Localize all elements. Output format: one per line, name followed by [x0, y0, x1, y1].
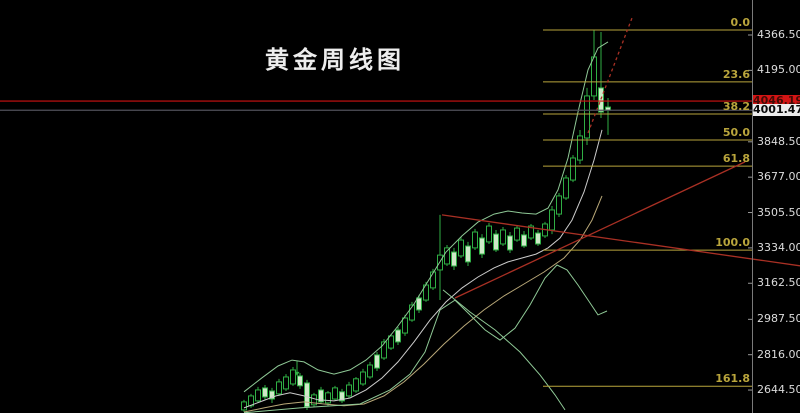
lower-band-line	[243, 264, 608, 413]
candle-body	[528, 225, 534, 239]
last-price-badge: 4001.47	[753, 103, 800, 117]
ascending-trendline	[454, 161, 746, 299]
candle-body	[598, 87, 604, 113]
candle-body	[535, 232, 541, 245]
candle-body	[486, 225, 492, 243]
candle-body	[395, 329, 401, 343]
axis-tick-label: 4366.50	[757, 28, 800, 41]
candle-body	[262, 387, 268, 398]
candle-body	[297, 375, 303, 387]
candle-body	[409, 304, 415, 321]
candle-body	[577, 135, 583, 161]
axis-tick-label: 2816.00	[757, 347, 800, 361]
alert-price-badge: 4046.19	[753, 94, 800, 108]
axis-tick-label: 3848.50	[757, 134, 800, 148]
candle-body	[241, 401, 247, 411]
candle-body	[556, 195, 562, 215]
mid-band-line	[243, 129, 603, 409]
fib-label-61.8: 61.8	[722, 152, 750, 166]
fib-label-161.8: 161.8	[715, 372, 750, 386]
candle-body	[472, 231, 478, 249]
candle-body	[570, 157, 576, 181]
candle-body	[591, 56, 597, 97]
axis-tick-label: 2644.50	[757, 383, 800, 397]
candle-body	[521, 234, 527, 247]
upper-band-line	[243, 41, 609, 393]
candle-body	[332, 387, 338, 400]
fib-label-100.0: 100.0	[715, 236, 750, 250]
projection-dotted	[587, 17, 633, 134]
candle-body	[255, 389, 261, 402]
candle-body	[500, 229, 506, 245]
candle-body	[339, 391, 345, 402]
descending-trendline	[441, 214, 800, 267]
candle-body	[584, 95, 590, 139]
candle-body	[374, 354, 380, 369]
candle-body	[444, 247, 450, 265]
candle-body	[458, 239, 464, 257]
candle-body	[563, 177, 569, 199]
candle-body	[430, 271, 436, 289]
down-arrow-marker	[294, 371, 300, 376]
lower-band-outer-line	[442, 289, 566, 411]
candle-body	[451, 251, 457, 267]
candle-body	[507, 235, 513, 251]
candle-body	[276, 381, 282, 395]
fib-label-38.2: 38.2	[722, 99, 750, 113]
axis-tick-label: 4195.00	[757, 63, 800, 77]
candle-body	[353, 378, 359, 392]
ma-tan-line	[243, 195, 603, 413]
fib-label-50.0: 50.0	[722, 126, 750, 140]
candle-body	[304, 382, 310, 408]
candle-body	[346, 384, 352, 397]
candle-body	[549, 209, 555, 231]
candle-body	[367, 364, 373, 378]
candle-body	[325, 392, 331, 404]
axis-tick-label: 3162.50	[757, 276, 800, 290]
candle-body	[360, 371, 366, 385]
candle-body	[283, 376, 289, 390]
candle-body	[493, 233, 499, 251]
candle-body	[318, 389, 324, 403]
fib-label-23.6: 23.6	[722, 67, 750, 81]
candle-body	[248, 395, 254, 407]
candle-body	[381, 341, 387, 359]
axis-tick-label: 2987.50	[757, 312, 800, 326]
axis-tick-label: 3334.00	[757, 240, 800, 254]
ma-red-line	[244, 112, 600, 404]
candle-body	[269, 390, 275, 400]
candle-body	[465, 245, 471, 263]
candle-body	[388, 335, 394, 349]
axis-tick-label: 3677.00	[757, 170, 800, 184]
candle-body	[479, 237, 485, 255]
fib-label-0.0: 0.0	[730, 15, 751, 29]
candle-body	[416, 297, 422, 311]
candle-body	[514, 227, 520, 241]
candle-body	[402, 317, 408, 334]
axis-tick-label: 3505.50	[757, 205, 800, 219]
chart-title: 黄金周线图	[265, 48, 405, 74]
candle-body	[290, 369, 296, 385]
